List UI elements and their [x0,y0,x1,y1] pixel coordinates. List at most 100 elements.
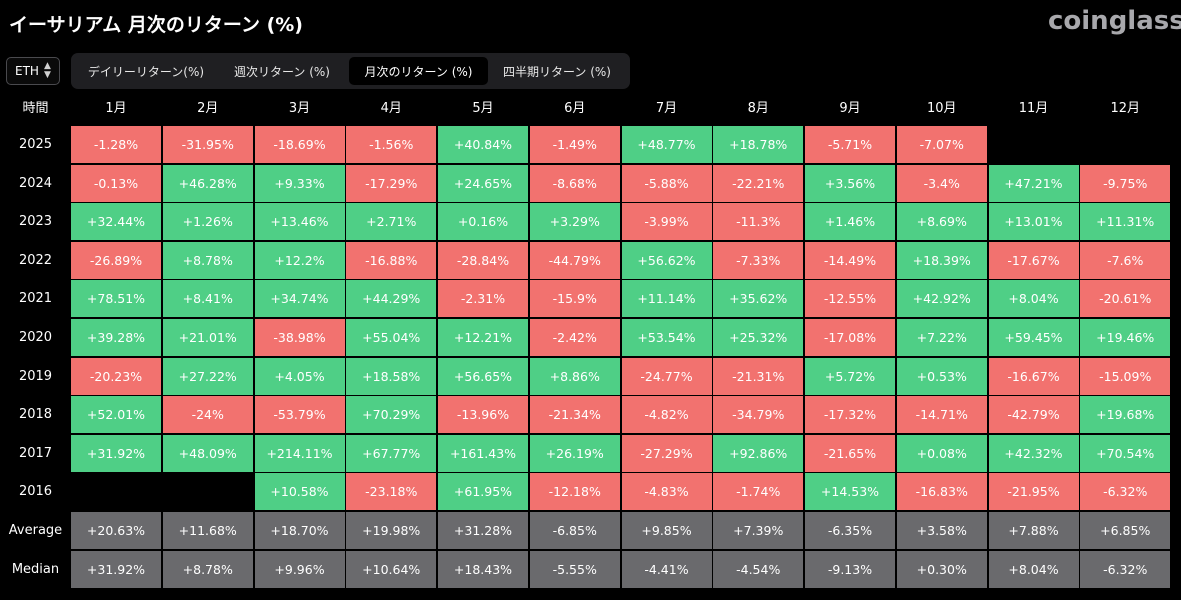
heatmap-cell: -0.13% [71,164,161,202]
heatmap-cell: +6.85% [1080,512,1171,549]
heatmap-cell: +19.68% [1080,396,1171,434]
heatmap-cell: -22.21% [713,164,804,202]
heatmap-cell: -20.61% [1080,280,1171,318]
heatmap-cell: -17.08% [805,319,895,356]
heatmap-cell: +4.05% [254,357,345,395]
heatmap-cell: +1.26% [162,203,253,241]
heatmap-cell: +46.28% [162,164,253,202]
heatmap-cell: +52.01% [71,396,161,434]
month-header: 3月 [288,100,311,116]
heatmap-cell: +19.98% [346,512,437,549]
heatmap-cell: +67.77% [346,434,437,472]
heatmap-cell: +42.32% [988,434,1079,472]
heatmap-cell: -16.83% [896,473,987,511]
month-header: 8月 [747,100,769,116]
heatmap-cell: +18.43% [438,550,528,588]
heatmap-cell: -14.49% [805,241,895,279]
heatmap-cell: -21.31% [713,357,804,395]
heatmap-cell: +13.01% [988,203,1079,241]
month-header: 7月 [655,100,678,116]
heatmap-cell: -9.75% [1080,164,1171,202]
heatmap-cell: -42.79% [988,396,1079,434]
corner-label: 時間 [22,100,49,116]
heatmap-cell: +0.08% [896,434,987,472]
heatmap-cell: -1.28% [71,126,161,163]
heatmap-cell: -17.29% [346,164,437,202]
heatmap-cell: -4.83% [621,473,712,511]
heatmap-cell: +13.46% [254,203,345,241]
heatmap-cell: -16.88% [346,241,437,279]
heatmap-cell: -53.79% [254,396,345,434]
tab-quarterly-returns[interactable]: 四半期リターン (%) [503,64,611,79]
heatmap-cell: +5.72% [805,357,895,395]
heatmap-cell: -7.6% [1080,241,1171,279]
heatmap-cell: +26.19% [529,434,620,472]
heatmap-cell: +56.62% [621,241,712,279]
tab-daily-returns[interactable]: デイリーリターン(%) [87,64,205,79]
heatmap-cell: +9.96% [254,550,345,588]
row-label: 2025 [18,137,53,152]
heatmap-cell: +35.62% [713,280,804,318]
heatmap-cell: +11.31% [1080,203,1171,241]
heatmap-cell: +12.21% [438,319,528,356]
heatmap-cell: +2.71% [346,203,437,241]
heatmap-cell: -27.29% [621,434,712,472]
heatmap-cell: +10.64% [346,550,437,588]
heatmap-cell: +25.32% [713,319,804,356]
heatmap-cell: +9.33% [254,164,345,202]
heatmap-cell: +11.14% [621,280,712,318]
heatmap-cell: -6.85% [529,512,620,549]
heatmap-cell: +39.28% [71,319,161,356]
heatmap-cell: +53.54% [621,319,712,356]
heatmap-cell: +20.63% [71,512,161,549]
heatmap-cell: +214.11% [254,434,345,472]
page-title: イーサリアム 月次のリターン (%) [9,14,303,36]
row-label: 2016 [18,484,53,500]
heatmap-cell: +8.69% [896,203,987,241]
heatmap-cell: +47.21% [988,164,1079,202]
month-header: 4月 [380,100,402,116]
heatmap-cell: +11.68% [162,512,253,549]
heatmap-cell: -21.34% [529,396,620,434]
row-label: 2019 [18,368,53,384]
heatmap-cell: +161.43% [438,434,528,472]
asset-select[interactable]: ETH ▲ ▼ [6,57,60,85]
period-tabs: デイリーリターン(%) 週次リターン (%) 月次のリターン (%) 四半期リタ… [71,53,630,89]
tab-weekly-returns[interactable]: 週次リターン (%) [234,64,330,79]
month-header: 2月 [197,100,219,116]
heatmap-cell: -3.99% [621,203,712,241]
heatmap-cell: -17.67% [988,241,1079,279]
heatmap-cell: +24.65% [438,164,528,202]
heatmap-cell: +10.58% [254,473,345,511]
row-label: 2017 [18,445,53,461]
brand-logo: coinglass [1048,6,1181,36]
heatmap-cell: +3.56% [805,164,895,202]
returns-heatmap: 時間 1月 2月 3月 4月 5月 6月 7月 8月 9月 10月 11月 12月 2025 -1.28% -… [0,90,1181,600]
row-label: 2022 [18,252,53,268]
heatmap-cell: +31.28% [438,512,528,549]
heatmap-cell: -24.77% [621,357,712,395]
heatmap-cell: +18.70% [254,512,345,549]
heatmap-cell: -1.74% [713,473,804,511]
heatmap-cell: +7.22% [896,319,987,356]
heatmap-cell: +19.46% [1080,319,1171,356]
heatmap-cell: +1.46% [805,203,895,241]
heatmap-cell: -5.55% [529,550,620,588]
heatmap-cell: -18.69% [254,126,345,163]
heatmap-cell: +59.45% [988,319,1079,356]
heatmap-cell: +18.58% [346,357,437,395]
heatmap-cell: +8.04% [988,280,1079,318]
asset-select-value: ETH [15,64,39,78]
heatmap-cell: +0.30% [896,550,987,588]
month-header: 5月 [472,100,494,116]
heatmap-cell: +8.86% [529,357,620,395]
month-header: 12月 [1110,100,1141,116]
heatmap-cell: -44.79% [529,241,620,279]
heatmap-cell: +40.84% [438,126,528,163]
heatmap-cell: +21.01% [162,319,253,356]
tab-monthly-returns[interactable]: 月次のリターン (%) [349,57,488,85]
row-label: Average [8,523,63,538]
heatmap-cell: -8.68% [529,164,620,202]
heatmap-cell: -6.35% [805,512,895,549]
heatmap-cell: +31.92% [71,434,161,472]
